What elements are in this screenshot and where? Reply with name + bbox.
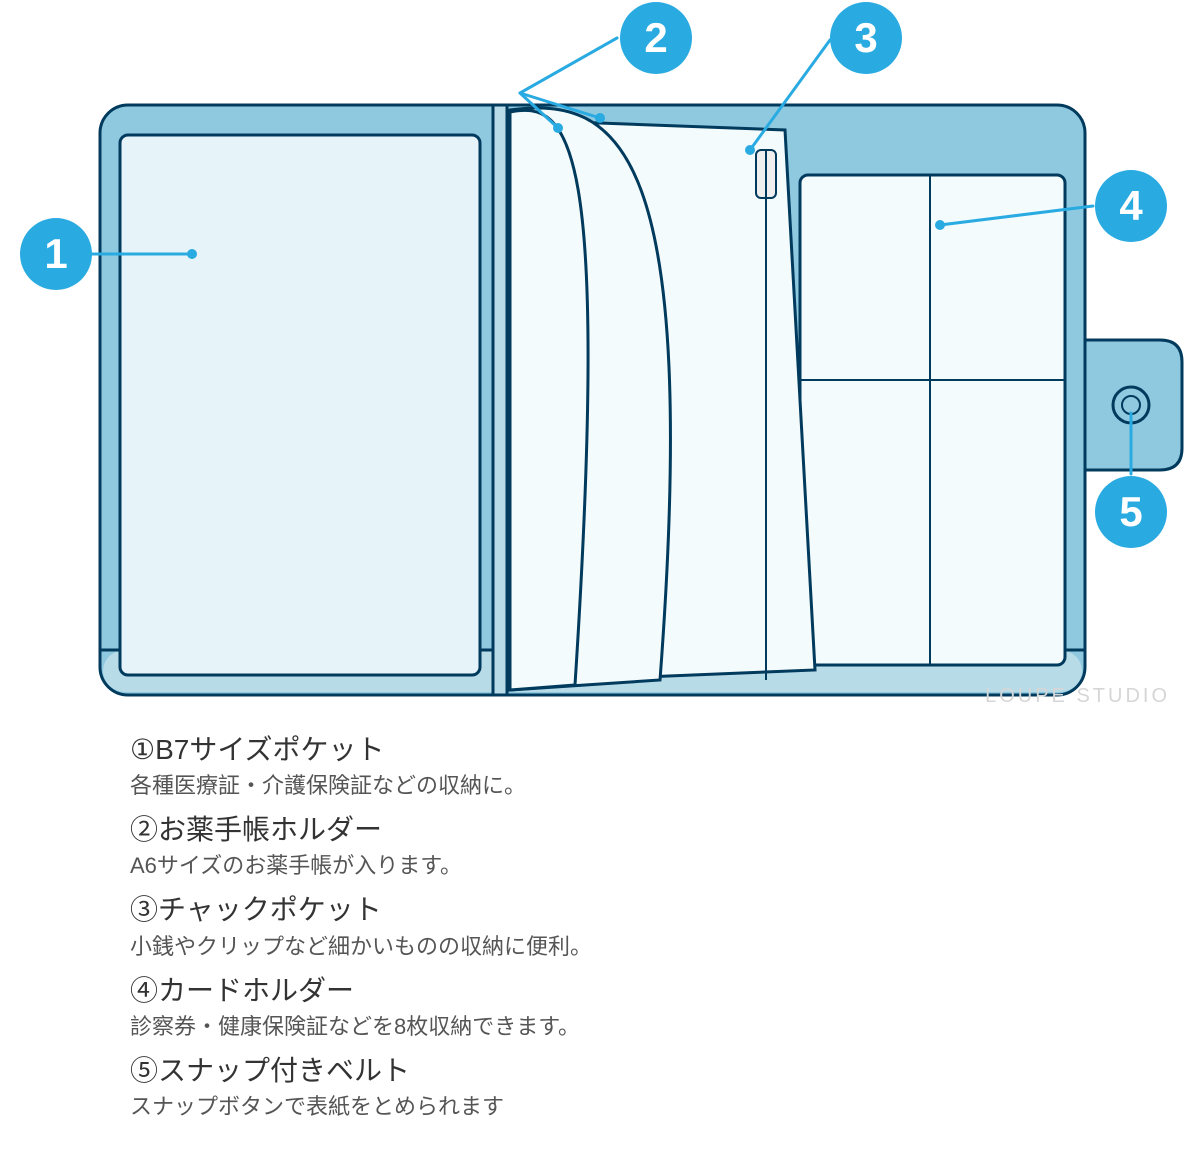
legend-desc: 各種医療証・介護保険証などの収納に。 xyxy=(130,769,1070,802)
legend-title: ②お薬手帳ホルダー xyxy=(130,810,1070,849)
lead-dot xyxy=(745,145,755,155)
legend-item: ②お薬手帳ホルダーA6サイズのお薬手帳が入ります。 xyxy=(130,810,1070,882)
lead-dot xyxy=(553,123,563,133)
legend-desc: 小銭やクリップなど細かいものの収納に便利。 xyxy=(130,930,1070,963)
legend-item: ③チャックポケット小銭やクリップなど細かいものの収納に便利。 xyxy=(130,890,1070,962)
callout-badge-5: 5 xyxy=(1095,476,1167,548)
legend-title: ①B7サイズポケット xyxy=(130,730,1070,769)
callout-badge-3: 3 xyxy=(830,2,902,74)
legend-title: ③チャックポケット xyxy=(130,890,1070,929)
lead-lines xyxy=(0,0,1200,720)
legend-item: ④カードホルダー診察券・健康保険証などを8枚収納できます。 xyxy=(130,971,1070,1043)
legend-title: ⑤スナップ付きベルト xyxy=(130,1051,1070,1090)
diagram-canvas: 1 2 3 4 5 LOUPE STUDIO xyxy=(0,0,1200,720)
watermark: LOUPE STUDIO xyxy=(985,685,1170,708)
lead-dot xyxy=(187,249,197,259)
callout-badge-4: 4 xyxy=(1095,170,1167,242)
lead-dot xyxy=(935,220,945,230)
legend-desc: スナップボタンで表紙をとめられます xyxy=(130,1090,1070,1123)
callout-badge-2: 2 xyxy=(620,2,692,74)
legend-item: ⑤スナップ付きベルトスナップボタンで表紙をとめられます xyxy=(130,1051,1070,1123)
lead-dot xyxy=(595,113,605,123)
legend-desc: 診察券・健康保険証などを8枚収納できます。 xyxy=(130,1010,1070,1043)
callout-badge-1: 1 xyxy=(20,218,92,290)
legend-title: ④カードホルダー xyxy=(130,971,1070,1010)
legend-desc: A6サイズのお薬手帳が入ります。 xyxy=(130,849,1070,882)
legend: ①B7サイズポケット各種医療証・介護保険証などの収納に。 ②お薬手帳ホルダーA6サ… xyxy=(0,720,1200,1161)
legend-item: ①B7サイズポケット各種医療証・介護保険証などの収納に。 xyxy=(130,730,1070,802)
